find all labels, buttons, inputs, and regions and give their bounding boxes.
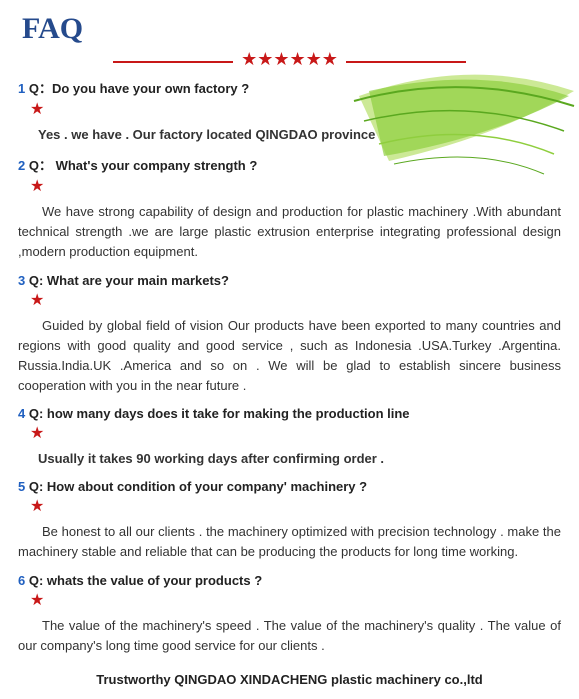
faq-answer-4: Usually it takes 90 working days after c… [38, 449, 561, 469]
faq-answer-5: Be honest to all our clients . the machi… [18, 522, 561, 562]
question-number: 5 [18, 479, 29, 494]
faq-question-4: 4 Q: how many days does it take for maki… [18, 406, 561, 421]
header-line-right [346, 61, 466, 63]
star-icon: ★ [30, 590, 561, 610]
header-stars: ★★★★★★ [241, 49, 338, 69]
footer-text: Trustworthy QINGDAO XINDACHENG plastic m… [18, 672, 561, 687]
question-label: Q: [29, 273, 43, 288]
header-line-left [113, 61, 233, 63]
question-number: 2 [18, 158, 29, 173]
question-label: Q: [29, 573, 43, 588]
faq-title: FAQ [22, 12, 561, 46]
faq-question-6: 6 Q: whats the value of your products ? [18, 573, 561, 588]
star-icon: ★ [30, 176, 561, 196]
faq-answer-2: We have strong capability of design and … [18, 202, 561, 262]
star-icon: ★ [30, 496, 561, 516]
question-text: whats the value of your products ? [43, 573, 262, 588]
faq-answer-1: Yes . we have . Our factory located QING… [38, 125, 561, 145]
question-text: how many days does it take for making th… [43, 406, 409, 421]
faq-container: 1 Q：Do you have your own factory ?★Yes .… [18, 78, 561, 656]
question-text: How about condition of your company' mac… [43, 479, 367, 494]
question-number: 1 [18, 81, 29, 96]
faq-question-3: 3 Q: What are your main markets? [18, 273, 561, 288]
question-label: Q： [29, 81, 52, 96]
question-number: 4 [18, 406, 29, 421]
question-number: 6 [18, 573, 29, 588]
header-star-row: ★★★★★★ [18, 50, 561, 68]
faq-answer-3: Guided by global field of vision Our pro… [18, 316, 561, 397]
star-icon: ★ [30, 290, 561, 310]
question-label: Q: [29, 406, 43, 421]
question-label: Q: [29, 479, 43, 494]
question-text: What are your main markets? [43, 273, 229, 288]
faq-question-2: 2 Q： What's your company strength ? [18, 155, 561, 174]
question-text: Do you have your own factory ? [52, 81, 249, 96]
question-text: What's your company strength ? [52, 158, 257, 173]
faq-answer-6: The value of the machinery's speed . The… [18, 616, 561, 656]
star-icon: ★ [30, 423, 561, 443]
faq-question-1: 1 Q：Do you have your own factory ? [18, 78, 561, 97]
faq-question-5: 5 Q: How about condition of your company… [18, 479, 561, 494]
question-number: 3 [18, 273, 29, 288]
star-icon: ★ [30, 99, 561, 119]
question-label: Q： [29, 158, 52, 173]
